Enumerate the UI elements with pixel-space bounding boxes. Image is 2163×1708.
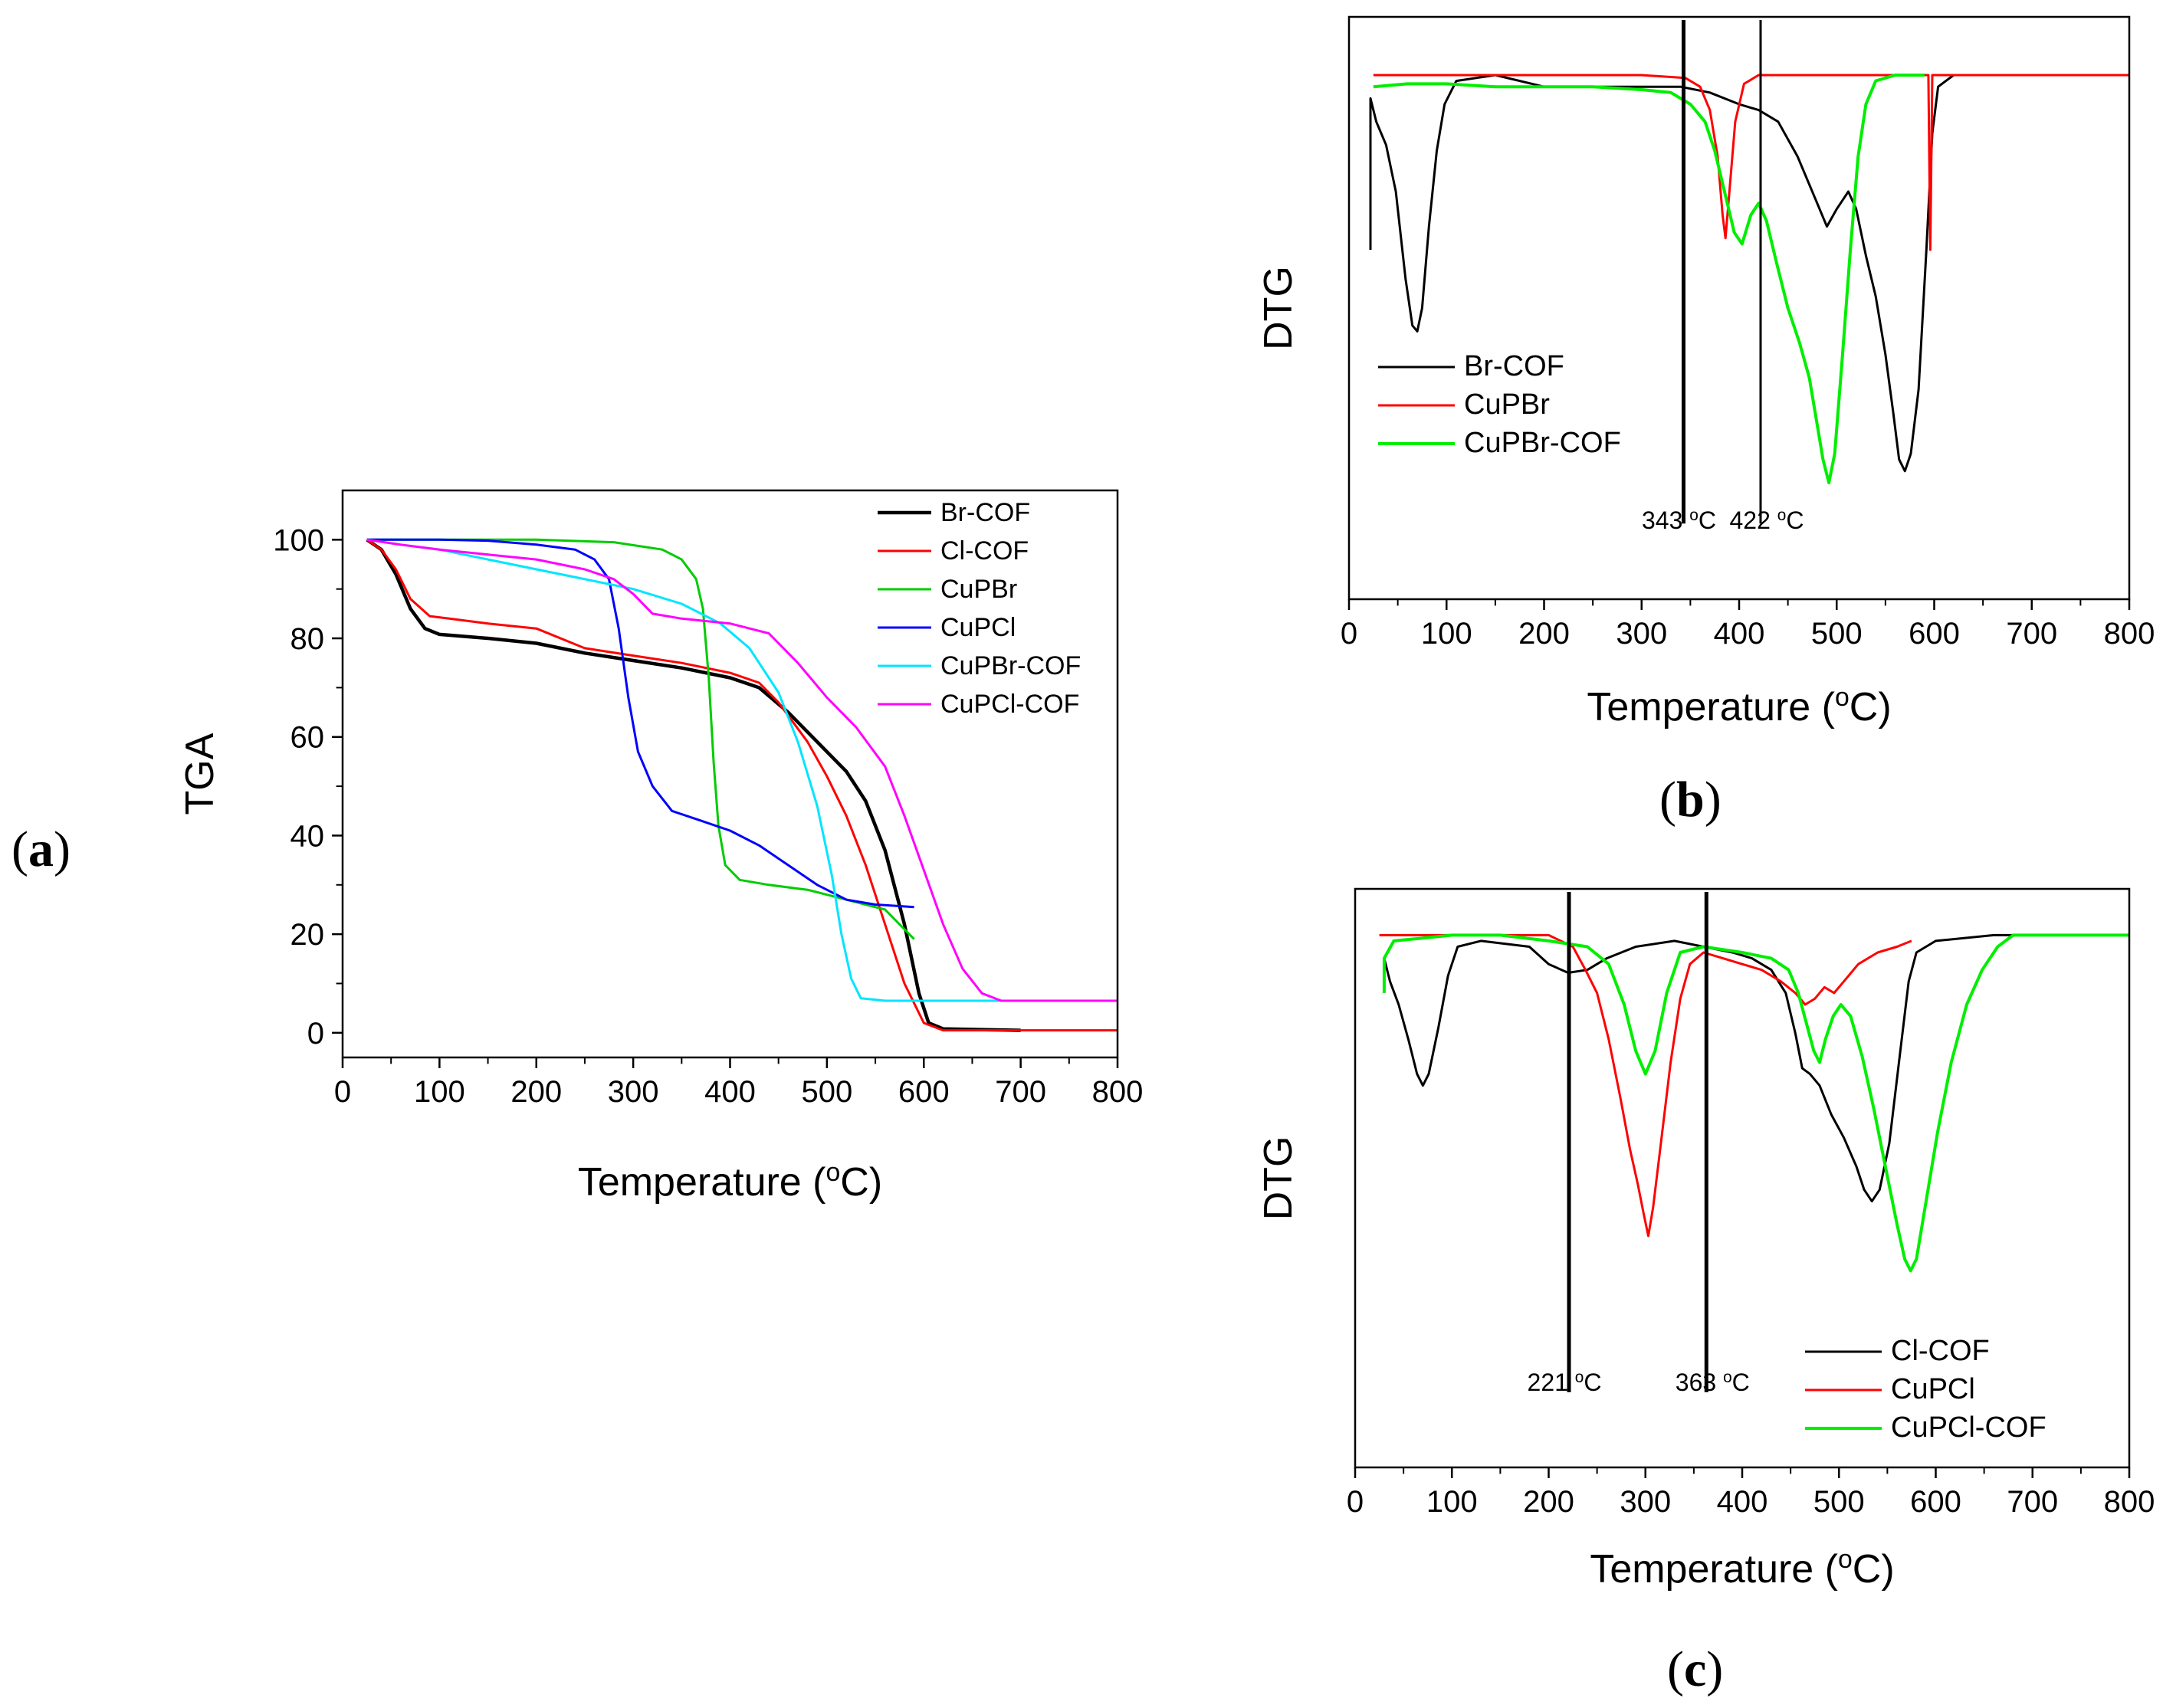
chart-panel-a: 0 100 200 300 400 500 600 700 800 0 20 40 60 80 100 Tem… [11, 489, 1144, 1205]
panel-label: (c) [1667, 1641, 1723, 1697]
series-line-br-cof [1369, 74, 2125, 473]
legend-entry: CuPCl [940, 613, 1016, 642]
x-tick-label: 800 [1092, 1075, 1144, 1109]
x-tick-label: 500 [802, 1075, 853, 1109]
x-tick-label: 500 [1811, 617, 1863, 651]
legend-entry: CuPBr-COF [1464, 427, 1621, 459]
x-tick-label: 0 [1347, 1485, 1364, 1519]
x-tick-label: 100 [414, 1075, 465, 1109]
x-tick-label: 700 [2006, 617, 2057, 651]
series-line-cl-cof [366, 539, 1118, 1032]
annotation-label-363: 363 oC [1676, 1369, 1750, 1397]
series-line-cl-cof [1383, 933, 2033, 1203]
legend-entry: Br-COF [940, 498, 1030, 527]
x-tick-label: 600 [898, 1075, 950, 1109]
x-tick-label: 800 [2104, 1485, 2155, 1519]
y-tick-label: 0 [307, 1017, 324, 1051]
y-tick-label: 100 [273, 523, 324, 557]
series-line-cupbr [366, 538, 915, 940]
legend-entry: CuPBr [1464, 388, 1550, 421]
series-line-cupbr-cof [366, 538, 1050, 1002]
series-line-cupcl [366, 538, 914, 909]
x-tick-label: 700 [995, 1075, 1046, 1109]
x-tick-label: 700 [2007, 1485, 2058, 1519]
chart-panel-c: 221 oC 363 oC 0 100 200 300 400 500 600 700 800 Tem… [1256, 887, 2155, 1697]
y-tick-label: 80 [290, 622, 325, 656]
y-tick-label: 60 [290, 721, 325, 755]
x-tick-label: 300 [608, 1075, 659, 1109]
legend-entry: Cl-COF [940, 536, 1029, 566]
annotation-label-422: 422 oC [1730, 506, 1804, 535]
x-tick-label: 500 [1813, 1485, 1865, 1519]
series-line-cupcl-cof [1382, 933, 2129, 1273]
annotation-label-343: 343 oC [1642, 506, 1716, 535]
y-axis-label: DTG [1256, 1136, 1301, 1221]
x-tick-label: 400 [704, 1075, 756, 1109]
panel-label: (b) [1659, 772, 1722, 828]
x-tick-label: 0 [1341, 617, 1357, 651]
legend-entry: CuPCl-COF [940, 690, 1079, 719]
y-axis-label: DTG [1256, 266, 1301, 350]
x-tick-label: 800 [2104, 617, 2155, 651]
series-line-cupcl-cof [366, 538, 1118, 1002]
legend-entry: CuPBr-COF [940, 651, 1081, 680]
panel-label: (a) [11, 821, 71, 877]
series-line-cupbr-cof [1373, 74, 1925, 484]
x-tick-label: 200 [1523, 1485, 1574, 1519]
legend-entry: Cl-COF [1891, 1335, 1990, 1367]
x-tick-label: 100 [1421, 617, 1472, 651]
x-tick-label: 300 [1620, 1485, 1671, 1519]
x-tick-label: 200 [510, 1075, 562, 1109]
x-tick-label: 400 [1717, 1485, 1768, 1519]
y-axis-label: TGA [178, 733, 222, 815]
x-tick-label: 0 [334, 1075, 351, 1109]
x-tick-label: 600 [1909, 617, 1960, 651]
x-tick-label: 100 [1426, 1485, 1478, 1519]
series-line-cupbr [1373, 74, 2129, 251]
legend-entry: CuPCl-COF [1891, 1411, 2046, 1444]
series-line-br-cof [366, 538, 1021, 1032]
x-tick-label: 300 [1616, 617, 1667, 651]
x-axis-label: Temperature (oC) [1587, 683, 1891, 729]
chart-panel-b: 343 oC 422 oC 0 100 200 300 400 500 600 700 800 Tem… [1256, 15, 2155, 828]
y-tick-label: 40 [290, 819, 325, 853]
x-tick-label: 400 [1714, 617, 1765, 651]
legend-entry: CuPCl [1891, 1373, 1975, 1405]
x-axis-label: Temperature (oC) [1590, 1545, 1894, 1592]
legend-entry: CuPBr [940, 575, 1017, 604]
x-axis-label: Temperature (oC) [578, 1158, 882, 1205]
x-tick-label: 600 [1910, 1485, 1961, 1519]
x-tick-label: 200 [1518, 617, 1570, 651]
annotation-label-221: 221 oC [1528, 1369, 1602, 1397]
legend-entry: Br-COF [1464, 350, 1564, 382]
y-tick-label: 20 [290, 918, 325, 952]
series-line-cupcl [1379, 933, 1912, 1238]
